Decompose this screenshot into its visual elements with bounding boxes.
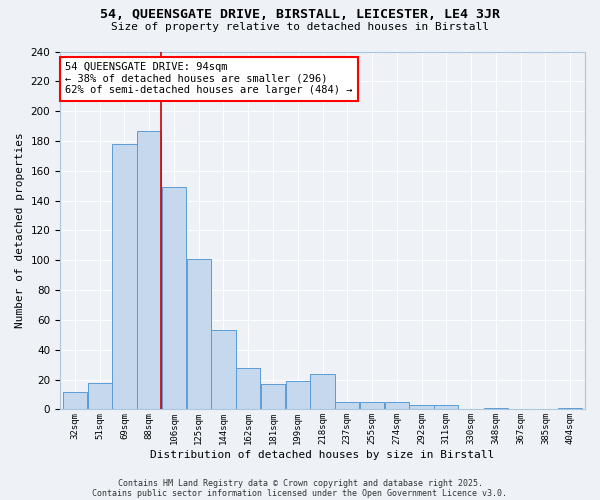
Bar bbox=[335, 402, 359, 409]
X-axis label: Distribution of detached houses by size in Birstall: Distribution of detached houses by size … bbox=[151, 450, 494, 460]
Bar bbox=[310, 374, 335, 410]
Text: 54, QUEENSGATE DRIVE, BIRSTALL, LEICESTER, LE4 3JR: 54, QUEENSGATE DRIVE, BIRSTALL, LEICESTE… bbox=[100, 8, 500, 20]
Bar bbox=[409, 405, 434, 409]
Text: 54 QUEENSGATE DRIVE: 94sqm
← 38% of detached houses are smaller (296)
62% of sem: 54 QUEENSGATE DRIVE: 94sqm ← 38% of deta… bbox=[65, 62, 353, 96]
Y-axis label: Number of detached properties: Number of detached properties bbox=[15, 132, 25, 328]
Bar bbox=[112, 144, 137, 409]
Bar bbox=[88, 382, 112, 409]
Bar bbox=[286, 381, 310, 410]
Text: Size of property relative to detached houses in Birstall: Size of property relative to detached ho… bbox=[111, 22, 489, 32]
Bar bbox=[558, 408, 582, 410]
Text: Contains public sector information licensed under the Open Government Licence v3: Contains public sector information licen… bbox=[92, 488, 508, 498]
Bar bbox=[261, 384, 285, 409]
Text: Contains HM Land Registry data © Crown copyright and database right 2025.: Contains HM Land Registry data © Crown c… bbox=[118, 478, 482, 488]
Bar bbox=[385, 402, 409, 409]
Bar bbox=[63, 392, 87, 409]
Bar bbox=[434, 405, 458, 409]
Bar bbox=[162, 187, 186, 410]
Bar bbox=[360, 402, 384, 409]
Bar bbox=[484, 408, 508, 410]
Bar bbox=[187, 259, 211, 410]
Bar bbox=[211, 330, 236, 409]
Bar bbox=[236, 368, 260, 410]
Bar bbox=[137, 130, 161, 409]
